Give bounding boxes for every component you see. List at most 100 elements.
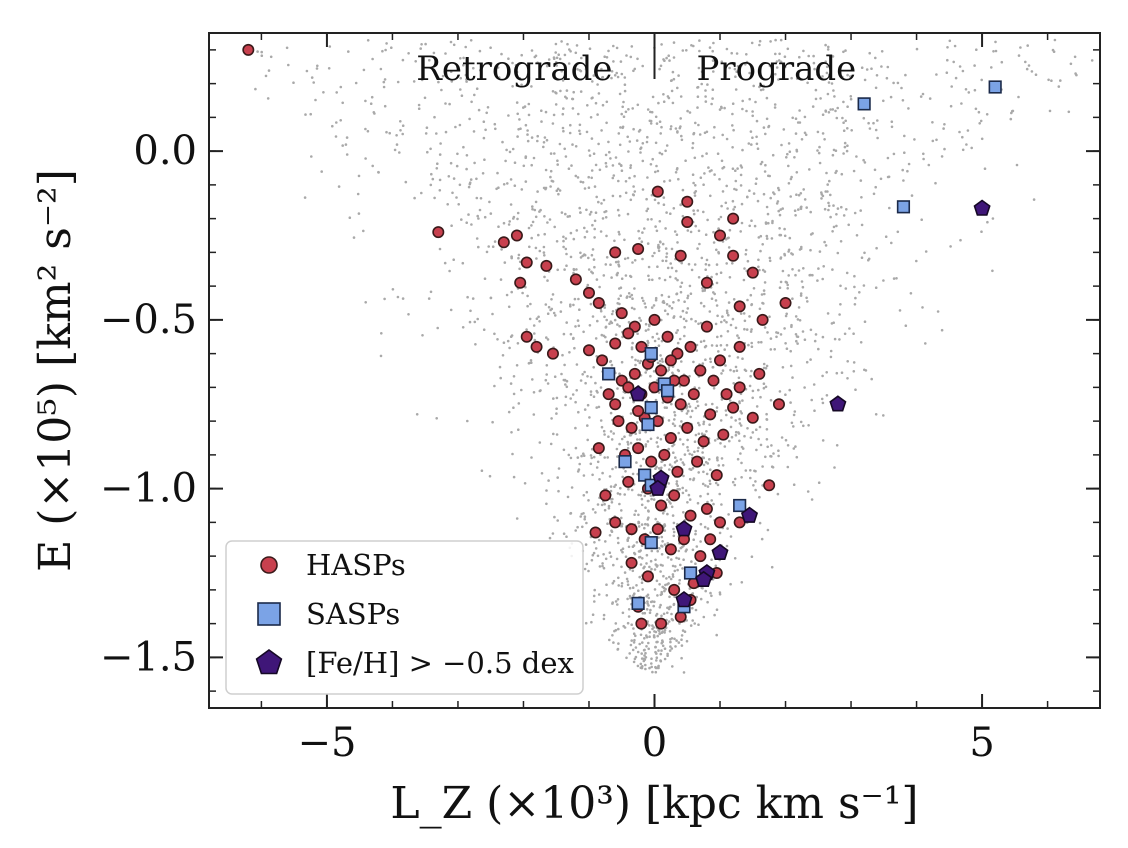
background-star bbox=[739, 452, 742, 455]
background-star bbox=[357, 212, 361, 215]
background-star bbox=[839, 284, 842, 288]
background-star bbox=[631, 569, 635, 573]
background-star bbox=[679, 285, 682, 289]
background-star bbox=[631, 107, 634, 110]
background-star bbox=[652, 370, 656, 373]
background-star bbox=[689, 230, 693, 234]
background-star bbox=[608, 475, 612, 478]
background-star bbox=[531, 205, 534, 208]
background-star bbox=[626, 580, 630, 583]
background-star bbox=[709, 357, 712, 361]
background-star bbox=[645, 608, 649, 611]
background-star bbox=[645, 209, 648, 213]
background-star bbox=[604, 210, 608, 213]
hasp-point bbox=[733, 300, 746, 313]
background-star bbox=[771, 219, 774, 223]
background-star bbox=[675, 269, 678, 273]
background-star bbox=[702, 304, 706, 308]
background-star bbox=[618, 143, 622, 147]
background-star bbox=[605, 121, 608, 125]
background-star bbox=[579, 180, 583, 184]
background-star bbox=[720, 106, 723, 110]
background-star bbox=[842, 100, 845, 104]
background-star bbox=[644, 371, 647, 374]
background-star bbox=[765, 364, 769, 368]
background-star bbox=[412, 80, 416, 83]
background-star bbox=[924, 342, 927, 345]
background-star bbox=[825, 71, 829, 75]
hasp-point bbox=[635, 617, 648, 630]
background-star bbox=[599, 386, 603, 389]
background-star bbox=[788, 236, 792, 240]
background-star bbox=[620, 565, 623, 569]
background-star bbox=[468, 181, 472, 184]
background-star bbox=[639, 662, 643, 666]
background-star bbox=[1010, 111, 1013, 115]
background-star bbox=[696, 400, 699, 403]
hasp-point bbox=[668, 583, 681, 596]
background-star bbox=[915, 47, 919, 51]
background-star bbox=[594, 101, 598, 105]
background-star bbox=[513, 184, 517, 187]
background-star bbox=[706, 527, 710, 530]
background-star bbox=[961, 148, 965, 152]
background-star bbox=[758, 425, 762, 429]
background-star bbox=[617, 179, 620, 183]
sasp-point bbox=[683, 566, 698, 580]
background-star bbox=[612, 432, 615, 435]
background-star bbox=[644, 651, 647, 655]
background-star bbox=[663, 406, 667, 409]
sasp-point bbox=[631, 596, 645, 610]
background-star bbox=[679, 203, 682, 207]
background-star bbox=[335, 121, 338, 124]
background-star bbox=[675, 331, 678, 335]
background-star bbox=[644, 667, 647, 671]
background-star bbox=[555, 396, 559, 400]
background-star bbox=[592, 594, 596, 598]
background-star bbox=[660, 544, 663, 548]
background-star bbox=[637, 525, 641, 528]
background-star bbox=[672, 56, 676, 59]
background-star bbox=[665, 255, 668, 259]
background-star bbox=[713, 292, 716, 296]
hasp-point bbox=[697, 435, 710, 448]
hasp-point bbox=[658, 448, 671, 461]
background-star bbox=[949, 245, 952, 248]
background-star bbox=[572, 267, 576, 271]
hasp-point bbox=[661, 330, 674, 343]
background-star bbox=[543, 215, 546, 218]
background-star bbox=[624, 180, 628, 183]
background-star bbox=[564, 155, 568, 158]
sasp-point bbox=[661, 384, 675, 398]
background-star bbox=[702, 422, 705, 426]
background-star bbox=[574, 325, 577, 328]
background-star bbox=[591, 223, 594, 227]
background-star bbox=[798, 248, 802, 251]
hasp-point bbox=[763, 479, 776, 492]
background-star bbox=[680, 644, 684, 647]
background-star bbox=[565, 252, 568, 256]
background-star bbox=[655, 332, 659, 336]
background-star bbox=[600, 503, 604, 507]
background-star bbox=[533, 55, 537, 59]
background-star bbox=[683, 334, 686, 338]
background-star bbox=[623, 493, 626, 496]
background-star bbox=[508, 346, 511, 350]
background-star bbox=[753, 224, 757, 228]
background-star bbox=[628, 295, 632, 299]
background-star bbox=[520, 188, 524, 191]
background-star bbox=[607, 504, 611, 508]
background-star bbox=[448, 269, 451, 273]
background-star bbox=[617, 132, 621, 135]
background-star bbox=[649, 437, 653, 441]
background-star bbox=[449, 308, 453, 312]
background-star bbox=[605, 234, 608, 238]
background-star bbox=[654, 115, 658, 119]
background-star bbox=[700, 82, 703, 86]
background-star bbox=[668, 59, 671, 62]
background-star bbox=[853, 303, 857, 306]
background-star bbox=[587, 186, 591, 189]
background-star bbox=[697, 421, 700, 425]
background-star bbox=[628, 586, 632, 590]
background-star bbox=[555, 189, 559, 192]
